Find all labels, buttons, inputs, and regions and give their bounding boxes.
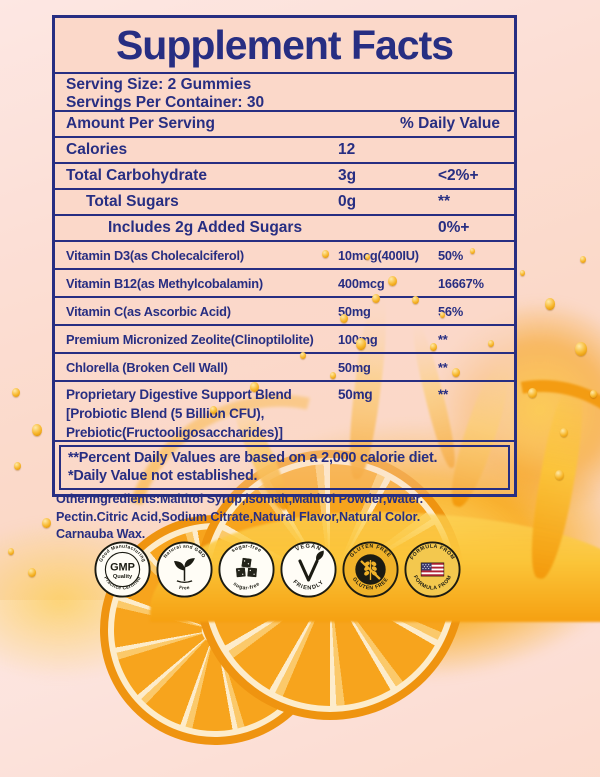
svg-text:sugar-free: sugar-free bbox=[231, 544, 263, 554]
row-amount: 50mg bbox=[338, 303, 371, 319]
daily-value-footnote: **Percent Daily Values are based on a 2,… bbox=[59, 445, 510, 490]
row-amount: 50mg bbox=[338, 359, 371, 375]
table-row-digestive-blend: Proprietary Digestive Support Blend [Pro… bbox=[55, 382, 514, 442]
row-dv: 56% bbox=[438, 303, 464, 319]
row-amount: 50mg bbox=[338, 387, 373, 402]
ingredients-line: Pectin.Citric Acid,Sodium Citrate,Natura… bbox=[56, 509, 421, 524]
row-amount: 3g bbox=[338, 167, 357, 184]
row-name: Includes 2g Added Sugars bbox=[108, 219, 303, 236]
panel-title: Supplement Facts bbox=[115, 21, 454, 68]
gluten-free-badge: GLUTEN FREE GLUTEN FREE bbox=[342, 541, 399, 598]
svg-text:Quality: Quality bbox=[113, 574, 133, 580]
gmp-seal-icon: Good Manufacturing Practice Certified GM… bbox=[94, 541, 151, 598]
row-dv: 0%+ bbox=[438, 219, 470, 236]
row-name: Vitamin D3(as Cholecalciferol) bbox=[66, 247, 244, 263]
row-dv: ** bbox=[438, 387, 449, 402]
ingredients-line: Carnauba Wax. bbox=[56, 527, 146, 541]
serving-size: Serving Size: 2 Gummies bbox=[66, 76, 252, 93]
table-row-zeolite: Premium Micronized Zeolite(Clinoptilolit… bbox=[55, 326, 514, 354]
row-name: Chlorella (Broken Cell Wall) bbox=[66, 359, 228, 375]
certification-badges: Good Manufacturing Practice Certified GM… bbox=[94, 541, 461, 598]
row-amount: 400mcg bbox=[338, 275, 385, 291]
row-dv: ** bbox=[438, 359, 448, 375]
row-amount: 100mg bbox=[338, 331, 378, 347]
footnote-line: *Daily Value not established. bbox=[68, 468, 258, 484]
table-row-chlorella: Chlorella (Broken Cell Wall) 50mg ** bbox=[55, 354, 514, 382]
wheat-crossed-icon: GLUTEN FREE GLUTEN FREE bbox=[342, 541, 399, 598]
table-row-added-sugars: Includes 2g Added Sugars 0%+ bbox=[55, 216, 514, 242]
formula-from-usa-badge: FORMULA FROM FORMULA FROM bbox=[404, 541, 461, 598]
serving-section: Serving Size: 2 Gummies Servings Per Con… bbox=[55, 74, 514, 112]
row-name: Premium Micronized Zeolite(Clinoptilolit… bbox=[66, 331, 314, 347]
daily-value-header: % Daily Value bbox=[400, 115, 500, 132]
row-dv: 16667% bbox=[438, 275, 484, 291]
sugar-free-badge: sugar-free sugar-free bbox=[218, 541, 275, 598]
vegan-friendly-badge: VEGAN FRIENDLY bbox=[280, 541, 337, 598]
table-row-vitamin-b12: Vitamin B12(as Methylcobalamin) 400mcg 1… bbox=[55, 270, 514, 298]
row-amount: 10mcg(400IU) bbox=[338, 247, 419, 263]
svg-text:Free: Free bbox=[178, 585, 190, 592]
row-amount: 0g bbox=[338, 193, 357, 210]
column-header-row: Amount Per Serving % Daily Value bbox=[55, 112, 514, 138]
row-name: Total Sugars bbox=[86, 193, 179, 210]
blend-line: [Probiotic Blend (5 Billion CFU), bbox=[66, 406, 265, 421]
blend-line: Proprietary Digestive Support Blend bbox=[66, 387, 292, 402]
row-dv: ** bbox=[438, 193, 451, 210]
natural-gmo-free-badge: Natural and GMO Free bbox=[156, 541, 213, 598]
blend-line: Prebiotic(Fructooligosaccharides)] bbox=[66, 425, 283, 440]
row-amount: 12 bbox=[338, 141, 356, 158]
svg-text:GMP: GMP bbox=[110, 561, 135, 573]
amount-per-serving-header: Amount Per Serving bbox=[66, 115, 215, 132]
sugar-cubes-icon: sugar-free sugar-free bbox=[218, 541, 275, 598]
row-name: Vitamin B12(as Methylcobalamin) bbox=[66, 275, 263, 291]
usa-flag-icon: FORMULA FROM FORMULA FROM bbox=[404, 541, 461, 598]
table-row-calories: Calories 12 bbox=[55, 138, 514, 164]
supplement-facts-panel: Supplement Facts Serving Size: 2 Gummies… bbox=[52, 15, 517, 497]
table-row-vitamin-c: Vitamin C(as Ascorbic Acid) 50mg 56% bbox=[55, 298, 514, 326]
row-dv: <2%+ bbox=[438, 167, 479, 184]
other-ingredients: OtherIngredients:Maltitol Syrup,isomalt,… bbox=[56, 491, 456, 544]
svg-text:VEGAN: VEGAN bbox=[295, 544, 322, 553]
footnote-line: **Percent Daily Values are based on a 2,… bbox=[68, 450, 438, 466]
ingredients-line: OtherIngredients:Maltitol Syrup,isomalt,… bbox=[56, 492, 423, 506]
row-dv: ** bbox=[438, 331, 448, 347]
svg-text:sugar-free: sugar-free bbox=[232, 581, 261, 591]
panel-title-section: Supplement Facts bbox=[55, 18, 514, 74]
row-dv: 50% bbox=[438, 247, 464, 263]
vegan-leaf-icon: VEGAN FRIENDLY bbox=[280, 541, 337, 598]
row-name: Vitamin C(as Ascorbic Acid) bbox=[66, 303, 231, 319]
table-row-total-sugars: Total Sugars 0g ** bbox=[55, 190, 514, 216]
row-name: Total Carbohydrate bbox=[66, 167, 207, 184]
row-name: Proprietary Digestive Support Blend [Pro… bbox=[66, 385, 338, 442]
gmp-quality-badge: Good Manufacturing Practice Certified GM… bbox=[94, 541, 151, 598]
plant-icon: Natural and GMO Free bbox=[156, 541, 213, 598]
table-row-vitamin-d3: Vitamin D3(as Cholecalciferol) 10mcg(400… bbox=[55, 242, 514, 270]
table-row-total-carbohydrate: Total Carbohydrate 3g <2%+ bbox=[55, 164, 514, 190]
row-name: Calories bbox=[66, 141, 128, 158]
servings-per-container: Servings Per Container: 30 bbox=[66, 93, 265, 111]
